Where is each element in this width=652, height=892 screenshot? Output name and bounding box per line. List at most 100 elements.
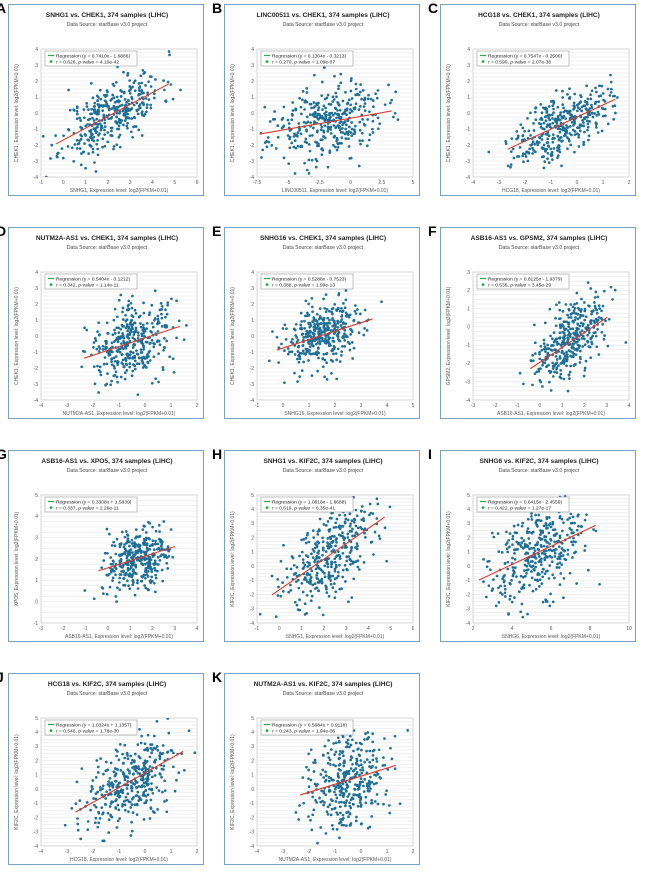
x-tick-label: 4 <box>151 180 154 186</box>
data-point <box>94 797 98 801</box>
x-tick-label: 0 <box>144 403 147 409</box>
data-point <box>138 89 141 92</box>
data-point <box>120 530 124 534</box>
data-point <box>100 793 104 797</box>
data-point <box>168 355 172 359</box>
data-point <box>335 138 339 142</box>
data-point <box>542 121 546 125</box>
data-point <box>508 532 512 535</box>
data-point <box>76 822 80 826</box>
data-point <box>329 128 333 131</box>
data-point <box>309 579 313 583</box>
data-point <box>354 87 358 91</box>
data-point <box>576 109 579 113</box>
data-point <box>340 310 344 314</box>
x-tick-label: 2 <box>583 403 586 409</box>
data-point <box>149 579 152 582</box>
data-point <box>367 138 371 142</box>
data-point <box>511 534 515 538</box>
data-point <box>364 476 367 479</box>
data-point <box>590 312 593 316</box>
data-point <box>372 105 375 109</box>
data-point <box>356 747 359 751</box>
data-source-note: Data Source: starBase v3.0 project <box>499 22 580 28</box>
data-point <box>127 327 131 330</box>
data-point <box>109 133 113 137</box>
data-point <box>162 345 166 349</box>
data-point <box>577 346 581 349</box>
data-point <box>143 759 147 763</box>
data-point <box>585 513 588 517</box>
data-point <box>324 778 328 782</box>
data-point <box>314 342 318 346</box>
data-point <box>568 527 572 530</box>
data-point <box>145 110 148 114</box>
legend-frame <box>476 496 570 513</box>
data-point <box>142 550 145 554</box>
data-point <box>564 130 568 134</box>
data-point <box>163 779 166 783</box>
data-point <box>566 355 569 359</box>
data-point <box>133 79 137 83</box>
data-point <box>143 742 147 746</box>
data-point <box>525 568 529 572</box>
data-point <box>555 358 559 361</box>
data-point <box>588 107 592 110</box>
data-point <box>140 101 144 105</box>
data-point <box>146 353 149 356</box>
chart-legend: Regression (y = 0.6415x - 2.4559)r = 0.4… <box>476 496 570 513</box>
data-point <box>351 527 354 531</box>
r-value: 0.342 <box>63 282 76 288</box>
data-point <box>298 357 302 361</box>
data-point <box>321 553 324 557</box>
data-point <box>125 323 129 326</box>
data-point <box>572 309 576 313</box>
data-point <box>133 308 137 312</box>
data-point <box>510 578 513 582</box>
data-point <box>499 584 502 588</box>
data-point <box>542 143 546 147</box>
x-tick-label: -7.5 <box>253 180 262 186</box>
data-point <box>89 808 92 812</box>
x-tick-label: -2 <box>493 403 498 409</box>
data-point <box>247 139 250 142</box>
data-point <box>262 635 265 638</box>
data-point <box>134 794 138 798</box>
data-point <box>312 536 316 539</box>
data-point <box>317 317 321 321</box>
data-point <box>584 115 588 119</box>
scatter-svg: NUTM2A-AS1 vs. KIF2C, 374 samples (LIHC)… <box>230 681 415 863</box>
data-point <box>135 101 139 105</box>
data-point <box>324 110 328 114</box>
data-point <box>338 756 342 760</box>
data-point <box>311 583 315 587</box>
legend-stats: r = 0.626, p-value = 4.10e-42 <box>56 59 119 65</box>
data-point <box>312 550 316 553</box>
x-tick-label: 4 <box>628 403 631 409</box>
data-point <box>313 758 317 762</box>
data-point <box>542 524 546 528</box>
data-point <box>111 800 115 804</box>
data-point <box>331 95 335 99</box>
data-point <box>561 89 564 93</box>
legend-stats: r = 0.536, p-value = 3.45e-29 <box>488 282 551 288</box>
data-point <box>347 792 351 796</box>
data-point <box>303 161 306 165</box>
data-point <box>339 818 342 821</box>
data-point <box>566 313 569 317</box>
data-point <box>538 357 542 361</box>
data-point <box>95 347 99 351</box>
data-point <box>171 555 175 559</box>
data-point <box>148 75 152 78</box>
data-point <box>158 559 162 562</box>
data-point <box>358 568 361 571</box>
data-point <box>120 342 123 345</box>
data-point <box>302 578 306 581</box>
data-point <box>164 315 167 319</box>
data-point <box>143 524 146 528</box>
data-point <box>323 572 326 575</box>
data-point <box>334 91 338 95</box>
scatter-chart: NUTM2A-AS1 vs. KIF2C, 374 samples (LIHC)… <box>224 673 420 865</box>
data-point <box>327 779 331 783</box>
data-point <box>142 761 145 765</box>
